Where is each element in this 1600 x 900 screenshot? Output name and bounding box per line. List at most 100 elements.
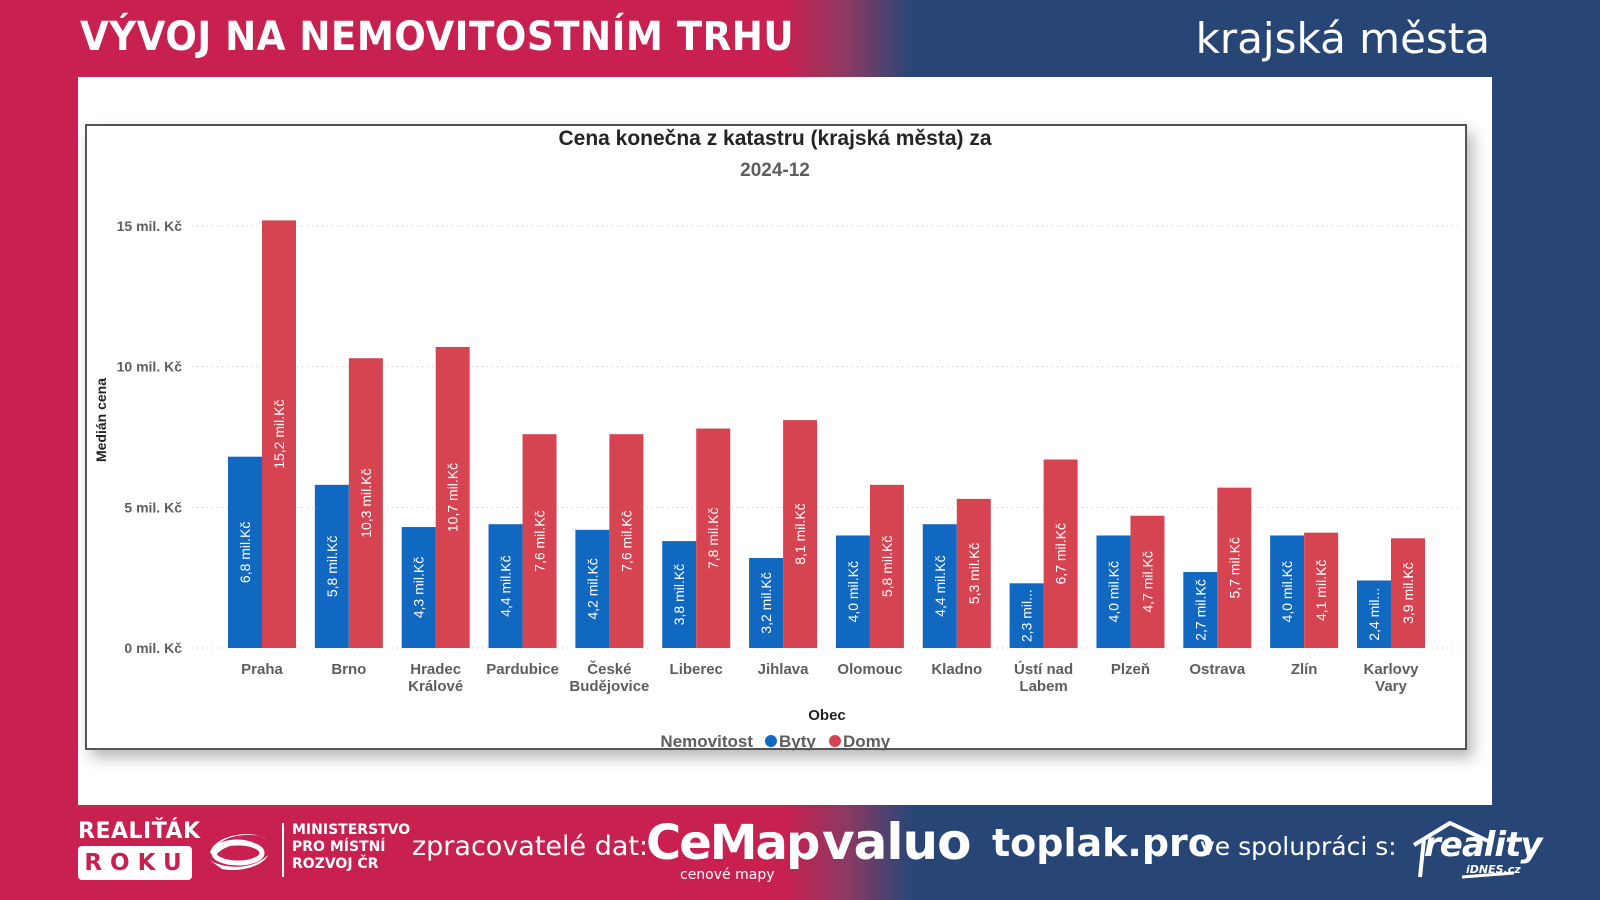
legend-title: Nemovitost	[660, 732, 753, 751]
data-label: 10,3 mil.Kč	[358, 468, 374, 537]
bar-domy[interactable]	[1391, 538, 1425, 648]
legend-marker-byty	[765, 735, 777, 747]
data-label: 4,0 mil.Kč	[1279, 561, 1295, 622]
page-title: VÝVOJ NA NEMOVITOSTNÍM TRHU	[80, 14, 795, 60]
idnes-logo: iDNES.cz	[1466, 863, 1521, 876]
x-tick-label: Karlovy Vary	[1363, 661, 1419, 695]
bar-byty[interactable]	[575, 529, 610, 648]
data-label: 2,4 mil...	[1366, 588, 1382, 641]
realitak-logo-text: REALIŤÁK	[78, 819, 201, 844]
data-label: 4,3 mil.Kč	[411, 557, 427, 618]
page-subtitle: krajská města	[1195, 14, 1490, 63]
x-tick-label: Brno	[331, 661, 366, 678]
house-roof-icon	[1412, 821, 1515, 879]
data-label: 6,8 mil.Kč	[237, 522, 253, 583]
x-tick-label: Hradec Králové	[408, 661, 463, 695]
bar-domy[interactable]	[696, 428, 731, 648]
y-tick-label: 10 mil. Kč	[117, 359, 183, 375]
data-label: 5,8 mil.Kč	[879, 536, 895, 597]
data-label: 7,8 mil.Kč	[705, 508, 721, 569]
chart-legend: Nemovitost Byty Domy	[660, 732, 890, 751]
data-label: 5,7 mil.Kč	[1226, 537, 1242, 598]
x-tick-label: Praha	[241, 661, 283, 678]
chart-subtitle: 2024-12	[740, 160, 810, 181]
x-tick-label: Jihlava	[758, 661, 810, 678]
cooperation-label: ve spolupráci s:	[1200, 832, 1397, 861]
data-label: 7,6 mil.Kč	[618, 510, 634, 571]
bar-domy[interactable]	[1130, 515, 1165, 648]
data-label: 5,8 mil.Kč	[324, 536, 340, 597]
data-label: 4,1 mil.Kč	[1313, 560, 1329, 621]
x-tick-label: Kladno	[931, 661, 982, 678]
data-label: 2,3 mil...	[1019, 589, 1035, 642]
data-label: 4,2 mil.Kč	[584, 558, 600, 619]
x-axis-title: Obec	[808, 707, 846, 724]
bar-byty[interactable]	[922, 524, 957, 648]
bar-domy[interactable]	[1304, 532, 1339, 648]
x-tick-label: Olomouc	[837, 661, 902, 678]
roku-badge: ROKU	[78, 846, 192, 880]
bar-domy[interactable]	[956, 498, 991, 648]
ministry-line-3: ROZVOJ ČR	[292, 856, 379, 872]
data-label: 4,0 mil.Kč	[1105, 561, 1121, 622]
data-label: 4,4 mil.Kč	[932, 555, 948, 616]
data-label: 4,7 mil.Kč	[1139, 551, 1155, 612]
processors-label: zpracovatelé dat:	[412, 831, 649, 862]
ministry-line-1: MINISTERSTVO	[292, 822, 411, 838]
bar-domy[interactable]	[783, 420, 818, 648]
bar-domy[interactable]	[609, 434, 644, 648]
legend-item-domy[interactable]: Domy	[843, 732, 891, 751]
bar-domy[interactable]	[869, 484, 904, 648]
legend-item-byty[interactable]: Byty	[779, 732, 816, 751]
bar-byty[interactable]	[1096, 535, 1131, 648]
data-label: 4,0 mil.Kč	[845, 561, 861, 622]
toplak-logo: toplak.pro	[992, 821, 1214, 865]
data-label: 3,9 mil.Kč	[1400, 562, 1416, 623]
bar-byty[interactable]	[401, 527, 436, 648]
x-tick-label: Ostrava	[1189, 661, 1246, 678]
bar-byty[interactable]	[1009, 583, 1044, 648]
bar-byty[interactable]	[228, 456, 262, 648]
data-label: 2,7 mil.Kč	[1192, 579, 1208, 640]
data-label: 8,1 mil.Kč	[792, 503, 808, 564]
data-label: 4,4 mil.Kč	[498, 555, 514, 616]
reality-logo: reality	[1424, 825, 1542, 865]
x-tick-label: Ústí nad Labem	[1014, 660, 1073, 695]
x-tick-label: Pardubice	[486, 661, 559, 678]
bar-byty[interactable]	[1357, 580, 1391, 648]
bar-byty[interactable]	[1270, 535, 1305, 648]
data-label: 15,2 mil.Kč	[271, 400, 287, 469]
data-label: 3,2 mil.Kč	[758, 572, 774, 633]
bar-byty[interactable]	[314, 484, 349, 648]
data-label: 7,6 mil.Kč	[532, 510, 548, 571]
bar-byty[interactable]	[749, 557, 784, 648]
bar-domy[interactable]	[435, 346, 470, 648]
x-tick-label: Plzeň	[1111, 661, 1150, 678]
valuo-logo: valuo	[822, 813, 971, 871]
bar-byty[interactable]	[1183, 572, 1218, 648]
bar-domy[interactable]	[522, 434, 557, 648]
bar-domy[interactable]	[262, 220, 296, 648]
cemap-logo: CeMap	[646, 815, 820, 871]
bar-domy[interactable]	[1043, 459, 1078, 648]
x-tick-label: Zlín	[1291, 661, 1318, 678]
bar-byty[interactable]	[488, 524, 523, 648]
data-label: 10,7 mil.Kč	[445, 463, 461, 532]
y-tick-label: 5 mil. Kč	[124, 499, 182, 515]
y-axis-title: Medián cena	[93, 378, 109, 462]
data-label: 5,3 mil.Kč	[966, 543, 982, 604]
ministry-emblem-icon	[208, 834, 268, 871]
ministry-name: MINISTERSTVO PRO MÍSTNÍ ROZVOJ ČR	[292, 822, 410, 873]
bar-byty[interactable]	[662, 541, 697, 648]
bar-byty[interactable]	[835, 535, 870, 648]
bar-domy[interactable]	[1217, 487, 1252, 648]
ministry-line-2: PRO MÍSTNÍ	[292, 839, 386, 855]
data-label: 3,8 mil.Kč	[671, 564, 687, 625]
footer: REALIŤÁK ROKU MINISTERSTVO PRO MÍSTNÍ RO…	[0, 805, 1600, 900]
cemap-tagline: cenové mapy	[680, 867, 775, 883]
chart-title: Cena konečna z katastru (krajská města) …	[558, 127, 991, 150]
x-tick-label: České Budějovice	[569, 660, 649, 695]
data-label: 6,7 mil.Kč	[1053, 523, 1069, 584]
bar-domy[interactable]	[348, 358, 383, 648]
